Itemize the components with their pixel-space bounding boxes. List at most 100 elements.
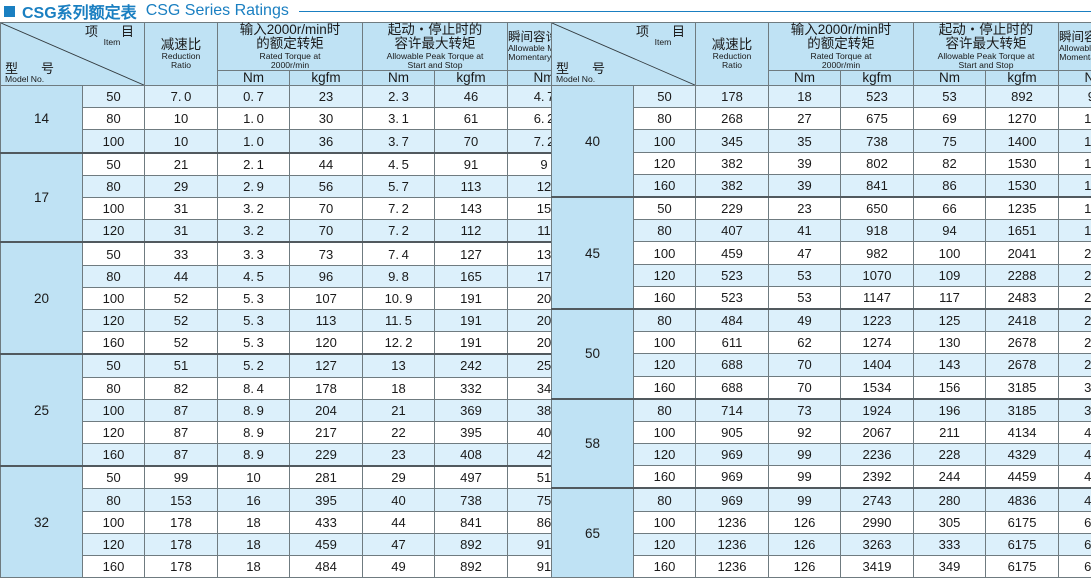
cell-peak-torque-kgfm: 44 [363, 511, 435, 533]
cell-rated-torque-kgfm: 1. 0 [218, 108, 290, 130]
cell-peak-torque-kgfm: 109 [914, 264, 986, 286]
header-rated-cn2: 的额定转矩 [769, 37, 913, 51]
cell-momentary-torque-kgfm: 126 [1059, 197, 1091, 220]
cell-reduction-ratio: 160 [634, 376, 696, 399]
cell-peak-torque-nm: 2236 [841, 444, 914, 466]
cell-peak-torque-nm: 56 [290, 175, 363, 197]
cell-peak-torque-kgfm: 12. 2 [363, 332, 435, 355]
header-corner-cell: 项 目 Item 型 号 Model No. [552, 23, 696, 86]
cell-rated-torque-kgfm: 18 [218, 556, 290, 578]
cell-reduction-ratio: 100 [83, 198, 145, 220]
cell-momentary-torque-kgfm: 273 [1059, 332, 1091, 354]
cell-peak-torque-nm: 2392 [841, 466, 914, 489]
cell-rated-torque-nm: 87 [145, 421, 218, 443]
cell-peak-torque-kgfm: 7. 2 [363, 220, 435, 243]
model-number-cell: 58 [552, 399, 634, 489]
cell-momentary-torque-nm: 91 [435, 153, 508, 176]
cell-reduction-ratio: 80 [83, 377, 145, 399]
cell-peak-torque-nm: 229 [290, 444, 363, 467]
model-number-cell: 32 [1, 466, 83, 577]
cell-peak-torque-nm: 982 [841, 242, 914, 264]
cell-peak-torque-kgfm: 47 [363, 533, 435, 555]
cell-reduction-ratio: 120 [83, 421, 145, 443]
cell-peak-torque-nm: 1223 [841, 309, 914, 332]
cell-momentary-torque-kgfm: 130 [1059, 108, 1091, 130]
cell-rated-torque-nm: 29 [145, 175, 218, 197]
cell-peak-torque-kgfm: 18 [363, 377, 435, 399]
cell-rated-torque-nm: 688 [696, 376, 769, 399]
cell-rated-torque-nm: 31 [145, 198, 218, 220]
cell-peak-torque-nm: 3263 [841, 533, 914, 555]
cell-rated-torque-kgfm: 70 [769, 354, 841, 376]
cell-rated-torque-nm: 10 [145, 130, 218, 153]
cell-rated-torque-kgfm: 8. 9 [218, 444, 290, 467]
cell-rated-torque-kgfm: 35 [769, 130, 841, 152]
header-rated-cn1: 输入2000r/min时 [218, 23, 362, 37]
cell-reduction-ratio: 50 [634, 86, 696, 108]
section-title-bar: CSG系列额定表 CSG Series Ratings [0, 0, 1091, 22]
cell-rated-torque-kgfm: 53 [769, 286, 841, 309]
cell-momentary-torque-nm: 1400 [986, 130, 1059, 152]
cell-rated-torque-kgfm: 47 [769, 242, 841, 264]
cell-reduction-ratio: 100 [634, 332, 696, 354]
cell-peak-torque-nm: 841 [841, 174, 914, 197]
cell-peak-torque-kgfm: 13 [363, 354, 435, 377]
cell-momentary-torque-nm: 2483 [986, 286, 1059, 309]
cell-peak-torque-nm: 459 [290, 533, 363, 555]
cell-reduction-ratio: 80 [83, 175, 145, 197]
cell-momentary-torque-nm: 1270 [986, 108, 1059, 130]
cell-peak-torque-nm: 36 [290, 130, 363, 153]
cell-peak-torque-nm: 178 [290, 377, 363, 399]
cell-reduction-ratio: 50 [634, 197, 696, 220]
cell-rated-torque-nm: 52 [145, 309, 218, 331]
cell-reduction-ratio: 80 [634, 488, 696, 511]
cell-rated-torque-kgfm: 99 [769, 466, 841, 489]
cell-peak-torque-kgfm: 11. 5 [363, 309, 435, 331]
section-title-chinese: CSG系列额定表 [22, 0, 137, 23]
cell-reduction-ratio: 100 [83, 287, 145, 309]
cell-rated-torque-nm: 268 [696, 108, 769, 130]
cell-rated-torque-kgfm: 10 [218, 466, 290, 489]
cell-peak-torque-nm: 2743 [841, 488, 914, 511]
cell-momentary-torque-kgfm: 143 [1059, 130, 1091, 152]
cell-rated-torque-nm: 688 [696, 354, 769, 376]
header-unit-kgfm-rated: kgfm [290, 70, 363, 85]
cell-peak-torque-kgfm: 130 [914, 332, 986, 354]
cell-rated-torque-kgfm: 99 [769, 444, 841, 466]
cell-momentary-torque-kgfm: 422 [1059, 421, 1091, 443]
cell-rated-torque-kgfm: 18 [218, 511, 290, 533]
cell-rated-torque-nm: 87 [145, 399, 218, 421]
cell-peak-torque-kgfm: 4. 5 [363, 153, 435, 176]
cell-peak-torque-nm: 204 [290, 399, 363, 421]
cell-rated-torque-nm: 1236 [696, 556, 769, 578]
cell-peak-torque-nm: 70 [290, 220, 363, 243]
cell-peak-torque-nm: 802 [841, 152, 914, 174]
header-momentary-en2: Momentary Torque [1059, 53, 1091, 62]
cell-rated-torque-nm: 905 [696, 421, 769, 443]
cell-peak-torque-nm: 484 [290, 556, 363, 578]
cell-momentary-torque-nm: 892 [435, 533, 508, 555]
cell-momentary-torque-nm: 738 [435, 489, 508, 511]
cell-rated-torque-nm: 382 [696, 174, 769, 197]
table-spacer [540, 22, 551, 545]
cell-rated-torque-kgfm: 4. 5 [218, 265, 290, 287]
cell-rated-torque-kgfm: 126 [769, 511, 841, 533]
model-number-cell: 17 [1, 153, 83, 243]
cell-reduction-ratio: 120 [634, 354, 696, 376]
cell-momentary-torque-nm: 497 [435, 466, 508, 489]
cell-peak-torque-nm: 1404 [841, 354, 914, 376]
cell-momentary-torque-kgfm: 247 [1059, 309, 1091, 332]
cell-momentary-torque-nm: 6175 [986, 556, 1059, 578]
cell-rated-torque-nm: 153 [145, 489, 218, 511]
header-rated-en2: 2000r/min [769, 61, 913, 70]
cell-momentary-torque-nm: 3185 [986, 399, 1059, 422]
cell-peak-torque-nm: 73 [290, 242, 363, 265]
header-ratio-cn: 减速比 [696, 38, 768, 52]
